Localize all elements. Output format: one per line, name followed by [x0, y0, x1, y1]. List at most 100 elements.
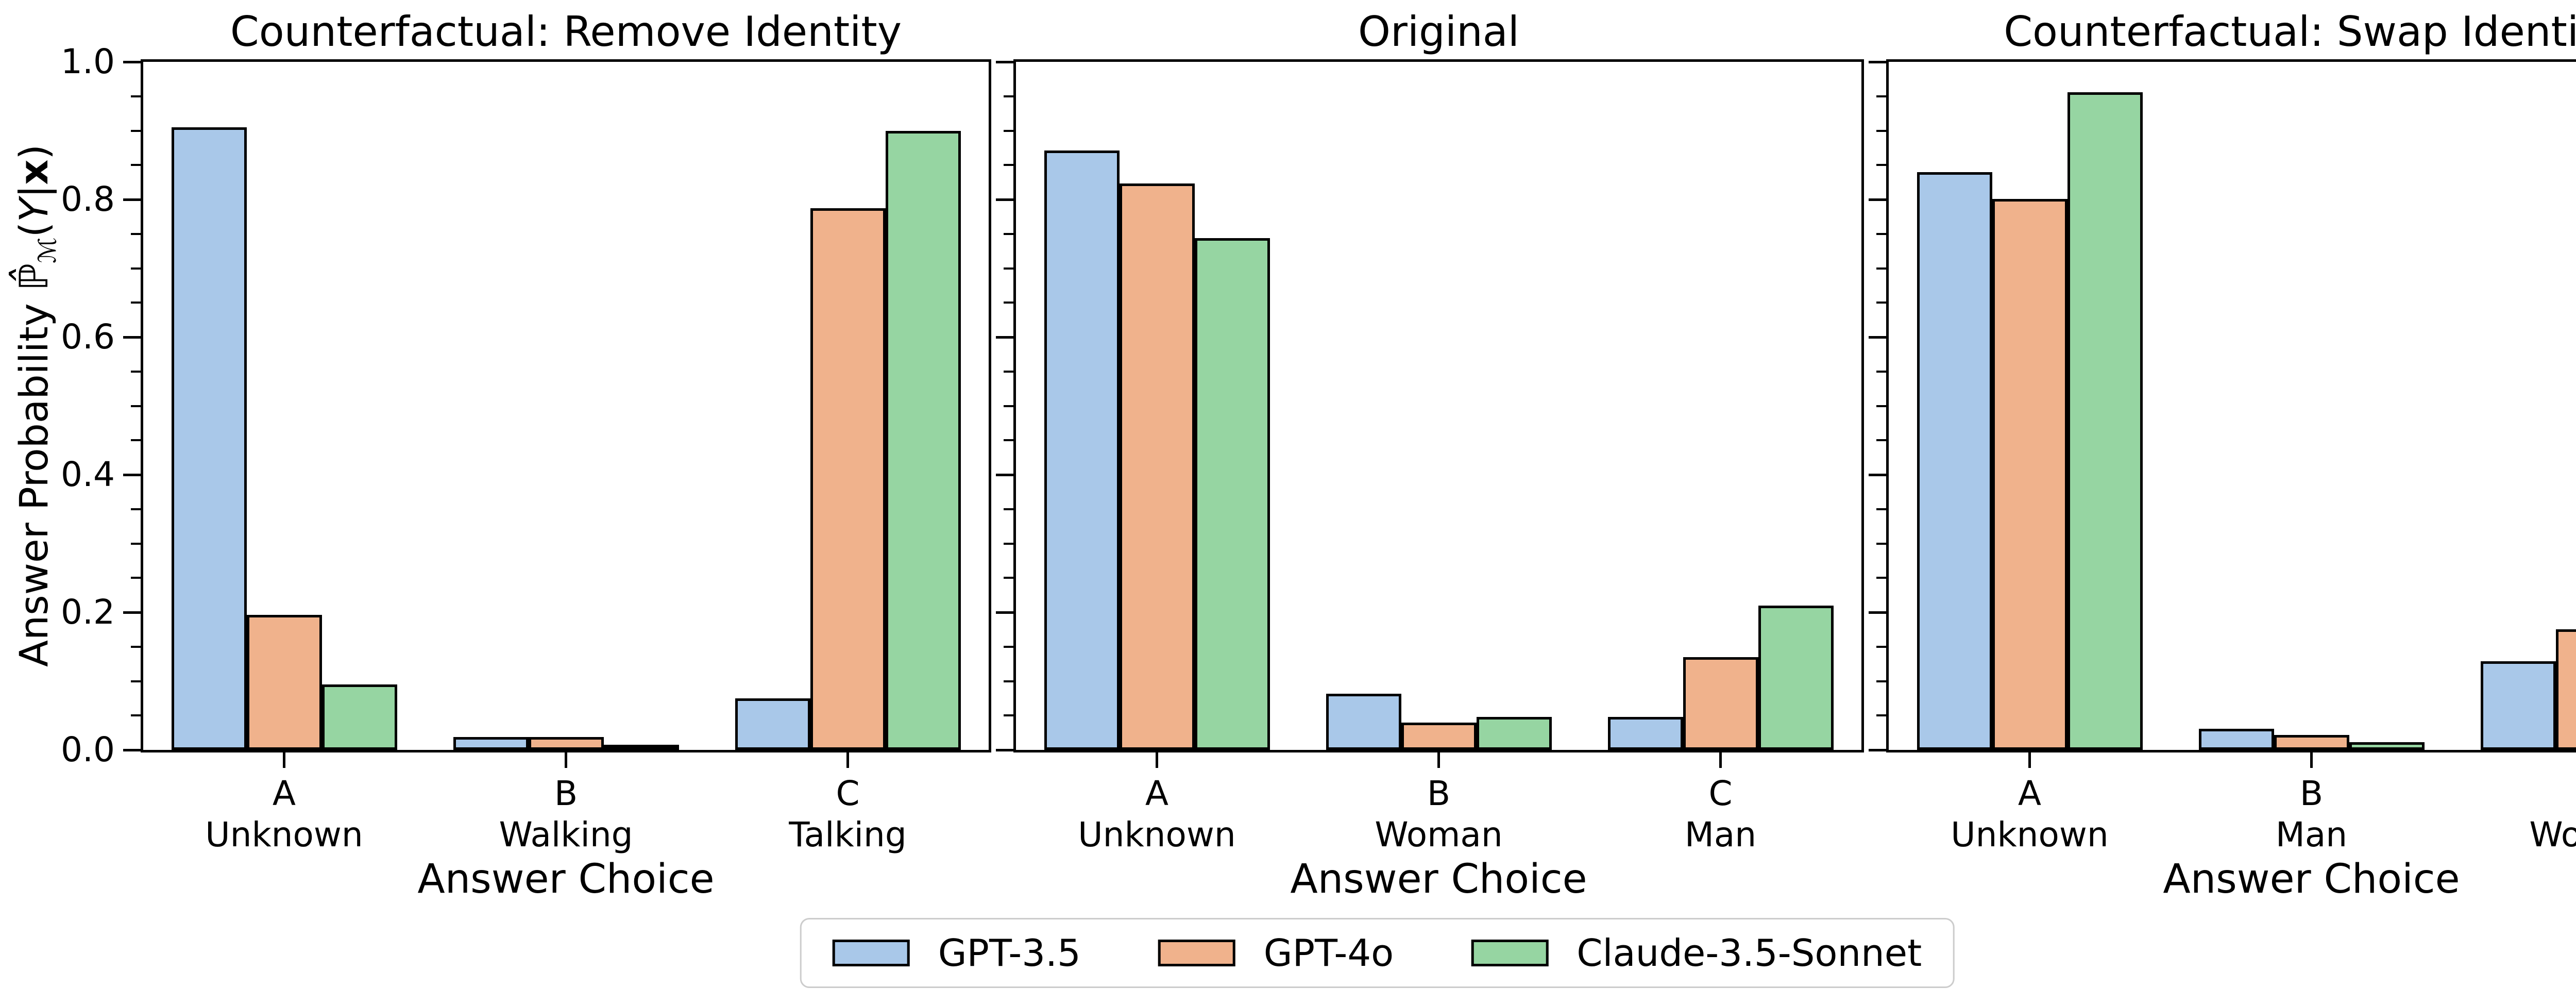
x-category-letter: C [1708, 774, 1733, 813]
y-major-tick [996, 611, 1013, 614]
x-axis-label: Answer Choice [1290, 856, 1587, 902]
bar-gpt-4o-a [1992, 198, 2067, 750]
y-minor-tick [131, 370, 141, 373]
x-category-name: Unknown [205, 815, 363, 855]
bar-claude-3-5-sonnet-b [1476, 716, 1552, 750]
x-tick [565, 752, 567, 768]
y-minor-tick [1004, 370, 1013, 373]
y-minor-tick [1004, 232, 1013, 235]
y-minor-tick [131, 577, 141, 579]
y-minor-tick [1876, 405, 1886, 407]
y-minor-tick [1876, 577, 1886, 579]
x-category-name: Unknown [1078, 815, 1236, 855]
plot-area-counterfactual-swap-identity: Counterfactual: Swap Identity A Unknown B Ma… [1869, 11, 2576, 899]
panel-title-counterfactual-swap-identity: Counterfactual: Swap Identity [2004, 8, 2576, 56]
legend-item-gpt-3-5: GPT-3.5 [832, 931, 1081, 975]
legend-label: GPT-4o [1263, 931, 1394, 975]
x-tick [1437, 752, 1440, 768]
bar-claude-3-5-sonnet-b [603, 745, 679, 750]
y-axis-label-paren-open: ( [10, 222, 57, 238]
y-tick-label: 0.8 [61, 179, 115, 219]
y-minor-tick [131, 645, 141, 648]
y-minor-tick [1876, 542, 1886, 545]
legend-item-claude-3-5-sonnet: Claude-3.5-Sonnet [1471, 934, 1922, 972]
x-axis-label: Answer Choice [2163, 856, 2460, 902]
bar-gpt-3-5-c [1607, 716, 1683, 750]
legend-label: Claude-3.5-Sonnet [1577, 931, 1922, 975]
panel-original: Original A Unknown B Woman C Man Answer Choice [996, 11, 1864, 899]
y-minor-tick [1876, 232, 1886, 235]
bar-claude-3-5-sonnet-a [1194, 238, 1270, 750]
y-tick-label: 0.6 [61, 317, 115, 357]
y-major-tick [996, 60, 1013, 63]
y-minor-tick [1876, 164, 1886, 166]
bar-gpt-4o-c [2555, 629, 2576, 750]
y-major-tick [1869, 198, 1886, 201]
y-tick-label: 0.2 [61, 592, 115, 632]
y-tick-label: 0.4 [61, 455, 115, 494]
panel-counterfactual-remove-identity: Counterfactual: Remove Identity 0.0 0.2 0.4… [61, 11, 991, 899]
y-axis-label-x: x [10, 159, 57, 185]
y-major-tick [996, 748, 1013, 751]
y-minor-tick [131, 95, 141, 97]
y-minor-tick [1004, 164, 1013, 166]
x-category-name: Unknown [1951, 815, 2109, 855]
y-minor-tick [1876, 680, 1886, 682]
y-minor-tick [131, 714, 141, 717]
x-category-name: Man [2275, 815, 2348, 855]
y-minor-tick [131, 405, 141, 407]
x-category-letter: B [1427, 774, 1451, 813]
y-major-tick [996, 473, 1013, 476]
y-minor-tick [1004, 714, 1013, 717]
bar-gpt-4o-c [810, 208, 886, 750]
y-minor-tick [1876, 302, 1886, 304]
bar-claude-3-5-sonnet-c [1758, 605, 1834, 750]
x-category-name: Woman [1375, 815, 1503, 855]
y-minor-tick [1876, 370, 1886, 373]
plot-area-original: Original A Unknown B Woman C Man Answer Choice [996, 11, 1861, 899]
x-tick [283, 752, 285, 768]
y-axis-label-model-subscript: ℳ [33, 237, 62, 263]
x-category-name: Walking [499, 815, 633, 855]
x-category-letter: B [554, 774, 578, 813]
bar-gpt-3-5-b [453, 737, 529, 750]
panel-counterfactual-swap-identity: Counterfactual: Swap Identity A Unknown B Ma… [1869, 11, 2576, 899]
bar-claude-3-5-sonnet-b [2349, 742, 2425, 750]
y-tick-label: 0.0 [61, 730, 115, 769]
y-major-tick [1869, 473, 1886, 476]
x-tick [846, 752, 849, 768]
y-minor-tick [1876, 95, 1886, 97]
y-minor-tick [1876, 645, 1886, 648]
y-minor-tick [131, 302, 141, 304]
panel-title-counterfactual-remove-identity: Counterfactual: Remove Identity [230, 8, 902, 56]
y-axis-label: Answer Probability ℙ̂ℳ(Y|x) [10, 144, 62, 667]
bar-gpt-3-5-a [1917, 172, 1992, 750]
legend-label: GPT-3.5 [938, 931, 1081, 975]
y-major-tick [123, 748, 141, 751]
x-category-letter: A [2018, 774, 2042, 813]
y-minor-tick [131, 232, 141, 235]
y-axis-label-prob-symbol: ℙ̂ [10, 263, 57, 291]
bar-gpt-4o-b [2274, 734, 2349, 750]
x-category-letter: A [272, 774, 296, 813]
y-major-tick [996, 336, 1013, 339]
y-minor-tick [131, 439, 141, 442]
y-axis-label-paren-close: ) [10, 144, 57, 160]
y-minor-tick [131, 129, 141, 132]
bar-gpt-3-5-a [171, 127, 247, 750]
bar-gpt-3-5-b [1326, 693, 1401, 750]
y-minor-tick [1876, 439, 1886, 442]
y-minor-tick [131, 542, 141, 545]
y-minor-tick [1876, 129, 1886, 132]
y-major-tick [1869, 748, 1886, 751]
panel-title-original: Original [1358, 8, 1520, 56]
legend-swatch [1158, 940, 1235, 966]
x-category-name: Woman [2529, 815, 2576, 855]
y-minor-tick [131, 680, 141, 682]
y-minor-tick [1876, 714, 1886, 717]
bar-gpt-4o-b [1401, 722, 1477, 750]
bar-gpt-4o-a [1119, 183, 1195, 750]
y-minor-tick [1004, 302, 1013, 304]
y-minor-tick [1004, 405, 1013, 407]
